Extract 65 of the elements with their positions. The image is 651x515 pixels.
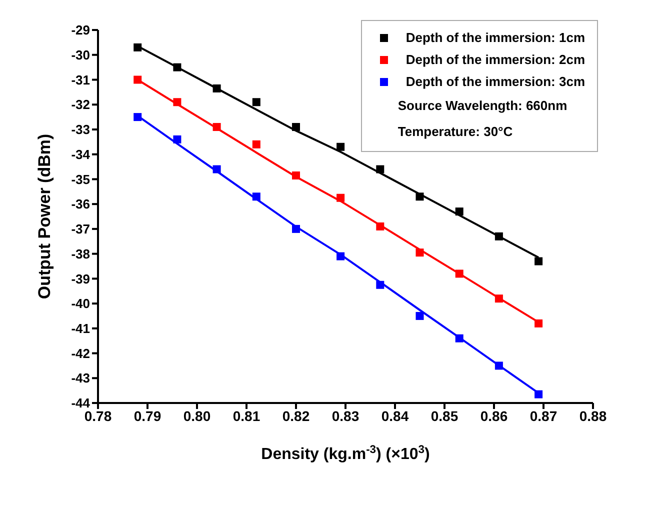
point bbox=[494, 294, 503, 303]
point bbox=[376, 222, 384, 230]
point bbox=[455, 208, 464, 216]
y-tick-label: -41 bbox=[71, 321, 90, 336]
x-tick-label: 0.82 bbox=[282, 408, 310, 424]
y-tick-label: -35 bbox=[71, 172, 90, 187]
legend-label: Depth of the immersion: 1cm bbox=[406, 29, 585, 47]
point bbox=[336, 194, 345, 202]
point bbox=[292, 171, 300, 180]
point bbox=[416, 192, 424, 201]
x-axis-title: Density (kg.m$^{-3}$) (×10$^{3}$) bbox=[261, 444, 430, 463]
point bbox=[252, 140, 260, 148]
x-tick-label: 0.87 bbox=[530, 408, 558, 424]
y-tick-label: -37 bbox=[71, 222, 90, 237]
x-tick-label: 0.88 bbox=[579, 408, 607, 424]
point bbox=[292, 122, 300, 131]
y-axis-title: Output Power (dBm) bbox=[35, 134, 54, 300]
point bbox=[416, 312, 424, 320]
point bbox=[376, 165, 384, 174]
point bbox=[376, 280, 384, 289]
y-tick-label: -31 bbox=[71, 72, 90, 88]
point bbox=[134, 43, 142, 52]
point bbox=[534, 319, 543, 328]
point bbox=[252, 98, 260, 106]
y-tick-label: -34 bbox=[71, 146, 91, 162]
point bbox=[173, 98, 182, 106]
point bbox=[134, 113, 142, 122]
legend-label: Depth of the immersion: 3cm bbox=[406, 73, 585, 91]
y-tick-label: -32 bbox=[71, 97, 90, 112]
y-tick-label: -33 bbox=[71, 122, 90, 138]
y-tick-label: -38 bbox=[71, 246, 90, 262]
point bbox=[173, 135, 182, 144]
point bbox=[252, 192, 260, 201]
x-tick-label: 0.84 bbox=[381, 408, 409, 424]
x-tick-label: 0.79 bbox=[134, 408, 162, 424]
point bbox=[455, 334, 464, 342]
point bbox=[416, 248, 424, 257]
x-tick-label: 0.83 bbox=[332, 408, 360, 424]
x-tick-label: 0.85 bbox=[430, 408, 458, 424]
point bbox=[212, 84, 221, 92]
y-tick-label: -30 bbox=[71, 47, 90, 62]
y-tick-label: -43 bbox=[71, 370, 90, 386]
point bbox=[134, 76, 142, 84]
point bbox=[336, 142, 345, 151]
y-tick-label: -29 bbox=[71, 22, 90, 38]
x-tick-label: 0.86 bbox=[480, 408, 508, 424]
y-tick-label: -36 bbox=[71, 196, 90, 212]
y-tick-label: -42 bbox=[71, 346, 90, 361]
point bbox=[173, 63, 182, 72]
annotation: Temperature: 30°C bbox=[396, 123, 514, 141]
point bbox=[212, 122, 221, 131]
annotation: Source Wavelength: 660nm bbox=[396, 97, 568, 115]
point bbox=[455, 270, 464, 278]
legend-label: Depth of the immersion: 2cm bbox=[406, 51, 585, 69]
point bbox=[212, 165, 221, 174]
y-tick-label: -39 bbox=[71, 271, 90, 286]
point bbox=[336, 252, 345, 260]
point bbox=[534, 257, 543, 266]
y-tick-label: -40 bbox=[71, 296, 90, 312]
point bbox=[494, 362, 503, 370]
x-tick-label: 0.80 bbox=[183, 408, 211, 424]
point bbox=[534, 390, 543, 398]
x-tick-label: 0.81 bbox=[232, 408, 260, 424]
point bbox=[494, 232, 503, 240]
point bbox=[292, 224, 300, 233]
